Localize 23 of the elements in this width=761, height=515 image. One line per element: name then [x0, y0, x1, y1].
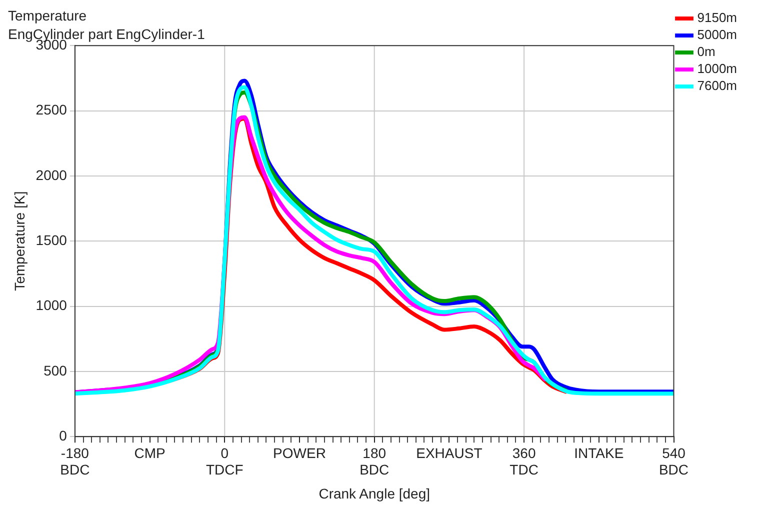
x-tick-label: 540 BDC: [658, 444, 689, 478]
x-tick-label: CMP: [134, 444, 166, 461]
x-tick-label: 0 TDCF: [206, 444, 244, 478]
x-tick-label: INTAKE: [574, 444, 624, 461]
y-tick-label: 0: [59, 427, 68, 444]
x-tick-label: EXHAUST: [416, 444, 483, 461]
y-axis-title: Temperature [K]: [11, 191, 28, 291]
legend-label: 5000m: [697, 27, 737, 42]
chart-title: Temperature: [8, 7, 87, 24]
y-tick-label: 2500: [36, 102, 68, 118]
x-tick-label: POWER: [273, 444, 326, 461]
y-tick-label: 2000: [36, 166, 68, 183]
x-axis-title: Crank Angle [deg]: [318, 485, 430, 502]
x-tick-label: -180 BDC: [60, 444, 90, 478]
x-tick-label: 180 BDC: [360, 444, 390, 478]
legend-label: 0m: [697, 44, 716, 60]
legend-label: 1000m: [697, 61, 737, 76]
y-tick-label: 500: [44, 362, 68, 378]
y-tick-label: 1500: [36, 232, 68, 248]
y-tick-label: 1000: [36, 297, 68, 314]
legend-label: 7600m: [697, 78, 737, 94]
legend-label: 9150m: [697, 10, 737, 26]
x-tick-label: 360 TDC: [510, 444, 538, 478]
